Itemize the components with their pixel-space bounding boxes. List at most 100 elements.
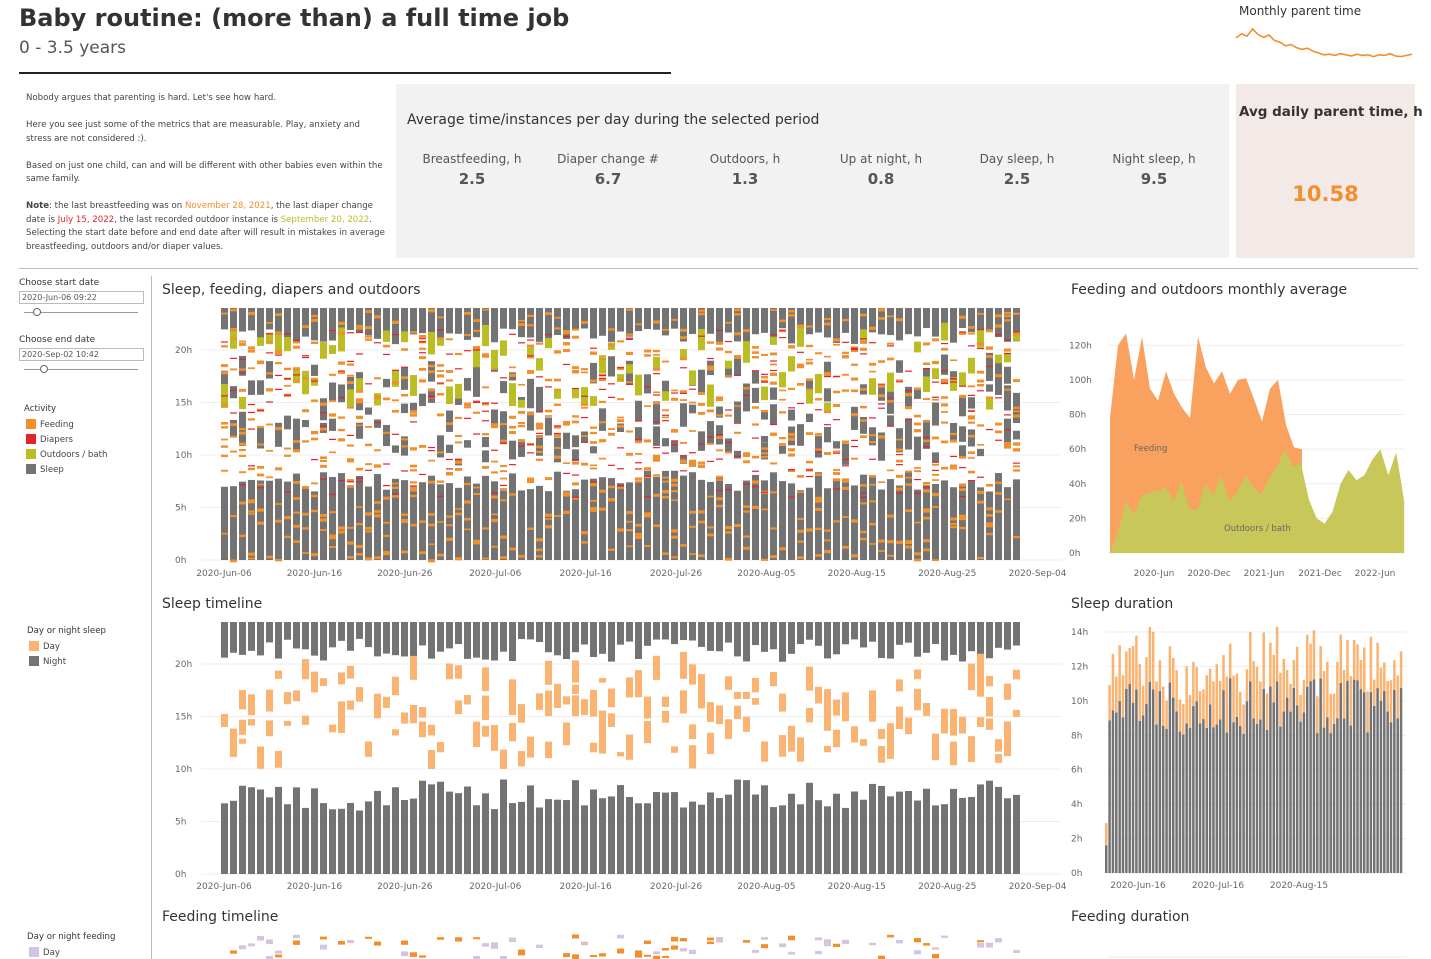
outdoors-bar (617, 374, 624, 382)
feeding-mark (860, 435, 867, 438)
feeding-mark (788, 432, 795, 437)
monthly-parent-time-sparkline[interactable] (1234, 24, 1419, 70)
diaper-mark (419, 341, 426, 343)
legend-item-feeding[interactable]: Feeding (26, 419, 74, 430)
feeding-timeline-mark (572, 954, 579, 959)
legend-item-diapers[interactable]: Diapers (26, 434, 73, 445)
legend-item-outdoors[interactable]: Outdoors / bath (26, 449, 107, 460)
diaper-mark (887, 345, 894, 347)
feeding-mark (788, 345, 795, 349)
feeding-timeline-mark (437, 937, 444, 940)
sleep-bar (257, 480, 264, 560)
feeding-timeline-mark (653, 951, 660, 955)
diaper-mark (1004, 429, 1011, 431)
day-sleep-bar (320, 678, 327, 687)
feeding-timeline-mark (788, 935, 795, 941)
feeding-mark (770, 363, 777, 366)
night-sleep-bar (410, 798, 417, 874)
night-sleep-bar (572, 780, 579, 874)
night-sleep-bar (734, 779, 741, 874)
feeding-mark (761, 379, 768, 383)
night-duration-bar (1105, 845, 1108, 873)
night-sleep-bar (959, 622, 966, 662)
day-duration-bar (1148, 626, 1152, 682)
night-duration-bar (1373, 705, 1376, 873)
end-date-slider-track[interactable] (24, 369, 138, 370)
feeding-mark (491, 513, 498, 516)
feeding-mark (626, 351, 633, 356)
diaper-mark (248, 465, 255, 467)
outdoors-bar (806, 388, 813, 404)
outdoors-bar (302, 370, 309, 395)
day-duration-bar (1165, 700, 1168, 729)
sleep-bar (842, 443, 849, 465)
sleep-bar (725, 308, 732, 333)
feeding-mark (518, 319, 525, 322)
legend-item-day-feeding[interactable]: Day (29, 947, 60, 958)
end-date-slider-handle[interactable] (40, 365, 48, 373)
diaper-mark (644, 496, 651, 498)
sleep-bar (356, 422, 363, 439)
legend-item-day-sleep[interactable]: Day (29, 641, 60, 652)
feeding-mark (833, 472, 840, 476)
night-duration-bar (1239, 725, 1242, 873)
feeding-mark (779, 443, 786, 446)
day-duration-bar (1393, 660, 1396, 691)
sleep-bar (896, 308, 903, 341)
start-date-slider-handle[interactable] (33, 308, 41, 316)
diaper-mark (662, 452, 669, 454)
feeding-timeline-mark (401, 951, 408, 957)
sleep-bar (752, 387, 759, 403)
sleep-bar (266, 361, 273, 373)
day-duration-bar (1249, 632, 1252, 682)
feeding-mark (662, 416, 669, 419)
feeding-mark (248, 467, 255, 471)
feeding-timeline-chart[interactable] (155, 928, 1067, 959)
feeding-mark (239, 442, 246, 446)
routine-y-tick-label: 5h (175, 504, 186, 514)
feeding-mark (302, 552, 309, 554)
feeding-duration-chart[interactable] (1063, 940, 1419, 959)
feeding-mark (221, 426, 228, 429)
diaper-mark (680, 470, 687, 472)
night-duration-bar (1289, 711, 1292, 873)
day-duration-bar (1279, 672, 1282, 727)
feeding-mark (995, 422, 1002, 426)
diaper-mark (770, 423, 777, 426)
feeding-mark (563, 462, 570, 464)
end-date-input[interactable]: 2020-Sep-02 10:42 (19, 348, 144, 361)
feeding-mark (527, 480, 534, 484)
feeding-mark (824, 529, 831, 532)
start-date-slider-track[interactable] (24, 312, 138, 313)
diaper-mark (851, 347, 858, 349)
night-sleep-bar (329, 622, 336, 648)
feeding-mark (590, 467, 597, 470)
sleep-bar (635, 481, 642, 560)
day-sleep-bar (644, 721, 651, 744)
legend-item-sleep[interactable]: Sleep (26, 464, 64, 475)
feeding-mark (365, 338, 372, 341)
night-duration-bar (1158, 691, 1162, 873)
feeding-mark (986, 524, 993, 528)
feeding-timeline-mark (482, 943, 489, 947)
feeding-mark (509, 431, 516, 435)
outdoors-bar (725, 360, 732, 369)
feeding-mark (914, 552, 921, 556)
night-sleep-bar (752, 794, 759, 874)
start-date-input[interactable]: 2020-Jun-06 09:22 (19, 291, 144, 304)
feeding-mark (491, 460, 498, 463)
outdoors-bar (1013, 331, 1020, 341)
feeding-mark (338, 438, 345, 442)
night-sleep-bar (869, 783, 876, 874)
night-duration-bar (1198, 723, 1202, 873)
feeding-mark (221, 438, 228, 441)
night-duration-bar (1151, 689, 1155, 873)
sleep-bar (563, 432, 570, 449)
legend-item-night-sleep[interactable]: Night (29, 656, 66, 667)
night-sleep-bar (536, 807, 543, 874)
feeding-mark (410, 494, 417, 498)
